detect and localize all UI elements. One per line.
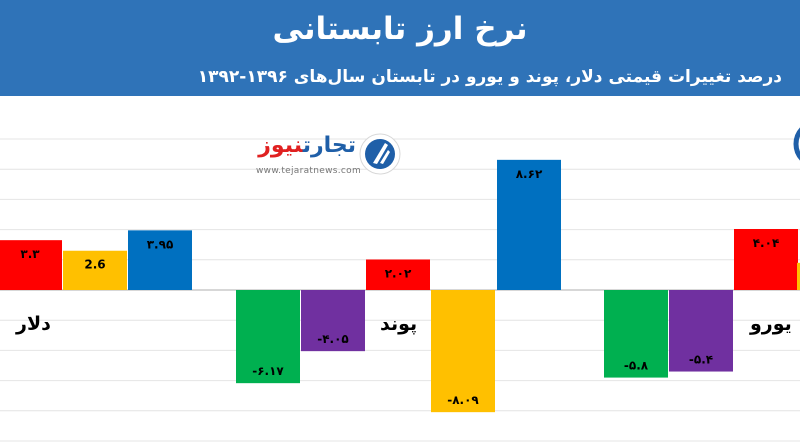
bar (128, 230, 192, 290)
bar (604, 290, 668, 378)
bar (497, 159, 561, 290)
tejarat-news-logo: تجارتنیوز www.tejaratnews.com (254, 128, 401, 186)
bar (63, 250, 127, 290)
logo-brand-part1: تجارت (302, 133, 356, 158)
bar (236, 290, 300, 384)
bar (431, 290, 495, 413)
data-label: -۵.۴ (689, 353, 713, 367)
data-label: -۴.۰۵ (317, 332, 349, 346)
logo-wordmark: تجارتنیوز (256, 132, 356, 160)
chart-subtitle: درصد تغییرات قیمتی دلار، پوند و یورو در … (197, 67, 782, 87)
data-label: ۳.۳ (20, 247, 40, 261)
bar (301, 290, 365, 352)
data-label: ۲.۰۲ (385, 266, 412, 280)
data-label: ۴.۰۴ (753, 236, 780, 250)
category-label: یورو (749, 313, 792, 335)
bar (669, 290, 733, 372)
bar-partial (797, 262, 800, 290)
logo-emblem-icon (359, 133, 401, 175)
bar (734, 228, 798, 290)
data-label: -۸.۰۹ (447, 393, 479, 407)
category-label: پوند (380, 313, 417, 335)
edge-emblem-icon (793, 127, 800, 161)
data-label: ۳.۹۵ (147, 237, 174, 251)
chart-header: نرخ ارز تابستانی درصد تغییرات قیمتی دلار… (0, 0, 800, 96)
bar-chart: ۳.۳ 2.6 ۳.۹۵ -۶.۱۷ -۴.۰۵ ۲.۰۲ -۸.۰۹ ۸.۶۲ -۵.۸ -۵.… (0, 127, 800, 442)
bar (0, 240, 62, 290)
logo-brand-part2: نیوز (258, 133, 303, 158)
bar (366, 259, 430, 290)
logo-url: www.tejaratnews.com (256, 166, 362, 176)
category-label: دلار (15, 313, 51, 335)
data-label: -۵.۸ (624, 359, 649, 373)
data-label: ۸.۶۲ (516, 167, 543, 181)
data-label: -۶.۱۷ (252, 364, 284, 378)
data-label: 2.6 (84, 258, 105, 272)
chart-title: نرخ ارز تابستانی (272, 11, 528, 47)
